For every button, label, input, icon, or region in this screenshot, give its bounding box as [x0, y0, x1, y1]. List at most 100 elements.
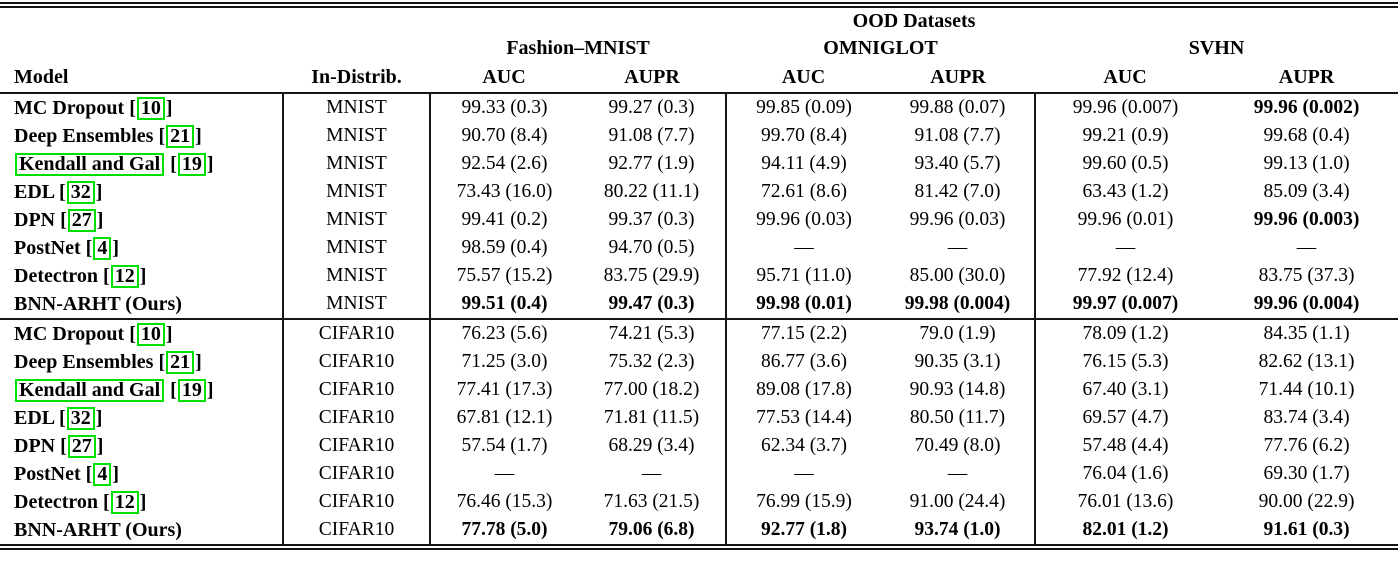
value-cell: 92.77 (1.8) — [725, 516, 881, 544]
value-cell: 75.57 (15.2) — [429, 262, 578, 290]
group-header-svhn: SVHN — [1188, 36, 1245, 59]
value-cell: 69.57 (4.7) — [1034, 404, 1215, 432]
citation-link[interactable]: 27 — [67, 208, 96, 232]
table-row: PostNet [4] CIFAR10— — — —76.04 (1.6) 69.30 (… — [0, 460, 1398, 488]
value-cell: 90.35 (3.1) — [914, 351, 1001, 372]
value-cell: 76.15 (5.3) — [1034, 348, 1215, 376]
table-row: Kendall and Gal [19] MNIST 92.54 (2.6) 92.7… — [0, 150, 1398, 178]
column-header-aupr: AUPR — [578, 62, 726, 94]
value-cell: 90.70 (8.4) — [429, 122, 578, 150]
value-cell: 99.27 (0.3) — [608, 97, 695, 118]
value-cell: 99.96 (0.03) — [909, 209, 1006, 230]
value-cell: 78.09 (1.2) — [1034, 318, 1215, 348]
model-name: Deep Ensembles — [14, 350, 154, 373]
in-distrib-cell: MNIST — [282, 290, 430, 319]
citation-link[interactable]: 32 — [66, 180, 95, 204]
value-cell: 82.01 (1.2) — [1034, 516, 1215, 544]
model-name: EDL — [14, 406, 55, 429]
model-cell: MC Dropout [10] — [14, 96, 173, 120]
table-row: BNN-ARHT (Ours) CIFAR10 77.78 (5.0) 79.06 (… — [0, 516, 1398, 544]
in-distrib-cell: CIFAR10 — [282, 404, 430, 432]
model-cell: Deep Ensembles [21] — [14, 124, 202, 148]
value-cell: 99.96 (0.004) — [1253, 293, 1360, 314]
model-cell: BNN-ARHT (Ours) — [0, 516, 283, 544]
value-cell: — — [1296, 237, 1317, 258]
value-cell: 91.61 (0.3) — [1263, 519, 1350, 540]
in-distrib-cell: CIFAR10 — [282, 516, 430, 544]
value-cell: 73.43 (16.0) — [429, 178, 578, 206]
value-cell: 85.00 (30.0) — [909, 265, 1006, 286]
value-cell: 99.98 (0.004) — [904, 293, 1011, 314]
citation-link[interactable]: 19 — [177, 378, 206, 402]
value-cell: 84.35 (1.1) — [1215, 318, 1398, 348]
value-cell: 76.46 (15.3) — [429, 488, 578, 516]
column-header-aupr: AUPR — [1215, 62, 1398, 94]
value-cell: 79.06 (6.8) — [608, 519, 695, 540]
value-cell: 72.61 (8.6) — [725, 178, 881, 206]
group-header-omniglot: OMNIGLOT — [823, 36, 938, 59]
model-name: MC Dropout — [14, 96, 125, 119]
value-cell: 99.41 (0.2) — [429, 206, 578, 234]
in-distrib-cell: MNIST — [282, 178, 430, 206]
value-cell: 62.34 (3.7) — [725, 432, 881, 460]
value-cell: 99.37 (0.3) — [608, 209, 695, 230]
model-name: DPN — [14, 208, 56, 231]
citation-link[interactable]: 10 — [136, 96, 165, 120]
value-cell: 57.54 (1.7) — [429, 432, 578, 460]
value-cell: 74.21 (5.3) — [578, 318, 726, 348]
citation-link[interactable]: 21 — [166, 350, 195, 374]
value-cell: 90.93 (14.8) — [909, 379, 1006, 400]
value-cell: 99.96 (0.01) — [1034, 206, 1215, 234]
column-header-auc: AUC — [1035, 62, 1215, 94]
value-cell: — — [947, 237, 968, 258]
column-header-model: Model — [0, 62, 283, 94]
value-cell: 77.00 (18.2) — [603, 379, 700, 400]
table-top-rule — [0, 2, 1398, 8]
citation-link[interactable]: 12 — [110, 490, 139, 514]
value-cell: 71.25 (3.0) — [429, 348, 578, 376]
value-cell: 67.40 (3.1) — [1034, 376, 1215, 404]
value-cell: — — [641, 463, 662, 484]
value-cell: 91.00 (24.4) — [909, 491, 1006, 512]
ood-datasets-header: OOD Datasets — [852, 9, 976, 32]
model-name: DPN — [14, 434, 56, 457]
ood-results-table: OOD Datasets Fashion–MNIST OMNIGLOT SVHN… — [0, 8, 1398, 544]
value-cell: 99.88 (0.07) — [909, 97, 1006, 118]
citation-link[interactable]: 4 — [93, 236, 112, 260]
model-name: Detectron — [14, 490, 99, 513]
value-cell: 76.23 (5.6) — [429, 318, 578, 348]
value-cell: 77.92 (12.4) — [1034, 262, 1215, 290]
citation-link[interactable]: 32 — [66, 406, 95, 430]
value-cell: 99.96 (0.002) — [1253, 97, 1360, 118]
value-cell: 94.11 (4.9) — [725, 150, 881, 178]
value-cell: 81.42 (7.0) — [914, 181, 1001, 202]
citation-link[interactable]: 12 — [110, 264, 139, 288]
citation-link[interactable]: 27 — [67, 434, 96, 458]
model-name-citation-link[interactable]: Kendall and Gal — [15, 378, 165, 402]
value-cell: 69.30 (1.7) — [1263, 463, 1350, 484]
value-cell: 70.49 (8.0) — [914, 435, 1001, 456]
citation-link[interactable]: 21 — [166, 124, 195, 148]
value-cell: 94.70 (0.5) — [608, 237, 695, 258]
value-cell: 77.76 (6.2) — [1263, 435, 1350, 456]
value-cell: 68.29 (3.4) — [608, 435, 695, 456]
citation-link[interactable]: 10 — [136, 322, 165, 346]
model-name-citation-link[interactable]: Kendall and Gal — [15, 152, 165, 176]
table-row: MC Dropout [10] CIFAR10 76.23 (5.6) 74.21 (… — [0, 318, 1398, 348]
table-row: DPN [27] CIFAR10 57.54 (1.7) 68.29 (3.4) 62.… — [0, 432, 1398, 460]
in-distrib-cell: CIFAR10 — [282, 460, 430, 488]
value-cell: 77.41 (17.3) — [429, 376, 578, 404]
value-cell: 83.75 (37.3) — [1258, 265, 1355, 286]
table-row: Detectron [12] MNIST 75.57 (15.2) 83.75 (29… — [0, 262, 1398, 290]
in-distrib-cell: CIFAR10 — [282, 318, 430, 348]
value-cell: 99.85 (0.09) — [725, 93, 881, 122]
model-name: EDL — [14, 180, 55, 203]
value-cell: 93.40 (5.7) — [914, 153, 1001, 174]
model-cell: Kendall and Gal [19] — [0, 376, 283, 404]
value-cell: 83.75 (29.9) — [603, 265, 700, 286]
model-cell: EDL [32] — [14, 180, 103, 204]
citation-link[interactable]: 4 — [93, 462, 112, 486]
value-cell: 99.60 (0.5) — [1034, 150, 1215, 178]
model-cell: BNN-ARHT (Ours) — [0, 290, 283, 319]
citation-link[interactable]: 19 — [177, 152, 206, 176]
